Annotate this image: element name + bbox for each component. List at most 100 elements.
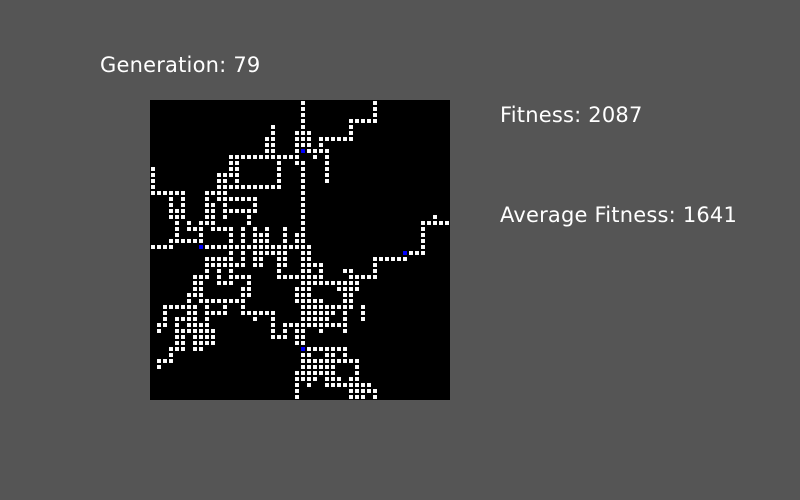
grid-cell xyxy=(343,305,347,309)
grid-cell xyxy=(301,203,305,207)
grid-cell xyxy=(313,149,317,153)
grid-cell xyxy=(199,281,203,285)
grid-cell xyxy=(349,131,353,135)
grid-cell xyxy=(349,299,353,303)
grid-cell xyxy=(307,353,311,357)
grid-cell xyxy=(373,263,377,267)
fitness-display: Fitness: 2087 xyxy=(500,105,643,126)
grid-cell xyxy=(307,269,311,273)
grid-cell xyxy=(343,329,347,333)
grid-cell xyxy=(319,359,323,363)
grid-cell xyxy=(229,209,233,213)
grid-cell xyxy=(307,263,311,267)
grid-cell xyxy=(331,377,335,381)
grid-cell xyxy=(277,167,281,171)
grid-cell xyxy=(205,311,209,315)
grid-cell xyxy=(313,305,317,309)
grid-cell xyxy=(325,173,329,177)
grid-cell xyxy=(229,155,233,159)
grid-cell xyxy=(307,377,311,381)
grid-cell xyxy=(277,263,281,267)
grid-cell xyxy=(175,215,179,219)
grid-cell xyxy=(241,251,245,255)
grid-cell xyxy=(229,197,233,201)
grid-cell xyxy=(307,287,311,291)
grid-cell xyxy=(295,143,299,147)
grid-cell xyxy=(331,383,335,387)
generation-value: 79 xyxy=(233,53,261,77)
grid-cell xyxy=(193,335,197,339)
grid-cell xyxy=(199,287,203,291)
grid-cell xyxy=(217,227,221,231)
grid-cell xyxy=(319,347,323,351)
grid-cell xyxy=(409,251,413,255)
grid-cell xyxy=(205,215,209,219)
grid-cell xyxy=(283,335,287,339)
grid-cell xyxy=(307,347,311,351)
grid-cell xyxy=(301,281,305,285)
grid-cell xyxy=(205,329,209,333)
grid-cell xyxy=(223,281,227,285)
grid-cell xyxy=(175,335,179,339)
grid-cell xyxy=(355,377,359,381)
grid-cell xyxy=(217,191,221,195)
grid-cell xyxy=(343,281,347,285)
grid-cell xyxy=(361,395,365,399)
grid-cell xyxy=(319,137,323,141)
grid-cell xyxy=(247,221,251,225)
grid-cell xyxy=(421,239,425,243)
grid-cell xyxy=(361,389,365,393)
grid-cell xyxy=(301,329,305,333)
grid-cell xyxy=(295,155,299,159)
grid-cell xyxy=(283,155,287,159)
grid-cell xyxy=(187,311,191,315)
grid-cell xyxy=(217,263,221,267)
grid-cell xyxy=(295,299,299,303)
grid-cell xyxy=(211,263,215,267)
grid-cell xyxy=(229,281,233,285)
grid-cell xyxy=(253,245,257,249)
grid-cell xyxy=(337,281,341,285)
grid-cell xyxy=(223,173,227,177)
grid-cell xyxy=(247,197,251,201)
grid-cell xyxy=(301,293,305,297)
grid-cell xyxy=(193,275,197,279)
grid-cell xyxy=(205,341,209,345)
grid-cell xyxy=(307,365,311,369)
fitness-label: Fitness: xyxy=(500,103,582,127)
grid-cell xyxy=(421,251,425,255)
grid-cell xyxy=(223,215,227,219)
grid-cell xyxy=(289,155,293,159)
grid-cell xyxy=(295,293,299,297)
grid-cell xyxy=(313,281,317,285)
grid-cell xyxy=(241,233,245,237)
grid-cell xyxy=(301,161,305,165)
grid-cell xyxy=(199,323,203,327)
grid-cell xyxy=(169,305,173,309)
grid-cell xyxy=(295,149,299,153)
grid-cell xyxy=(169,353,173,357)
grid-cell xyxy=(157,359,161,363)
grid-cell xyxy=(163,359,167,363)
grid-cell xyxy=(265,233,269,237)
grid-cell xyxy=(301,263,305,267)
grid-cell xyxy=(205,269,209,273)
grid-cell xyxy=(211,335,215,339)
grid-cell xyxy=(259,311,263,315)
grid-cell xyxy=(223,179,227,183)
grid-cell xyxy=(265,311,269,315)
grid-cell xyxy=(307,251,311,255)
grid-cell xyxy=(331,311,335,315)
grid-cell xyxy=(223,209,227,213)
grid-cell xyxy=(301,167,305,171)
grid-cell xyxy=(301,209,305,213)
grid-cell xyxy=(181,209,185,213)
grid-cell xyxy=(313,155,317,159)
grid-cell xyxy=(193,281,197,285)
grid-cell xyxy=(343,359,347,363)
grid-cell xyxy=(331,359,335,363)
grid-cell xyxy=(277,335,281,339)
grid-cell xyxy=(283,245,287,249)
grid-cell xyxy=(307,311,311,315)
grid-cell xyxy=(391,257,395,261)
